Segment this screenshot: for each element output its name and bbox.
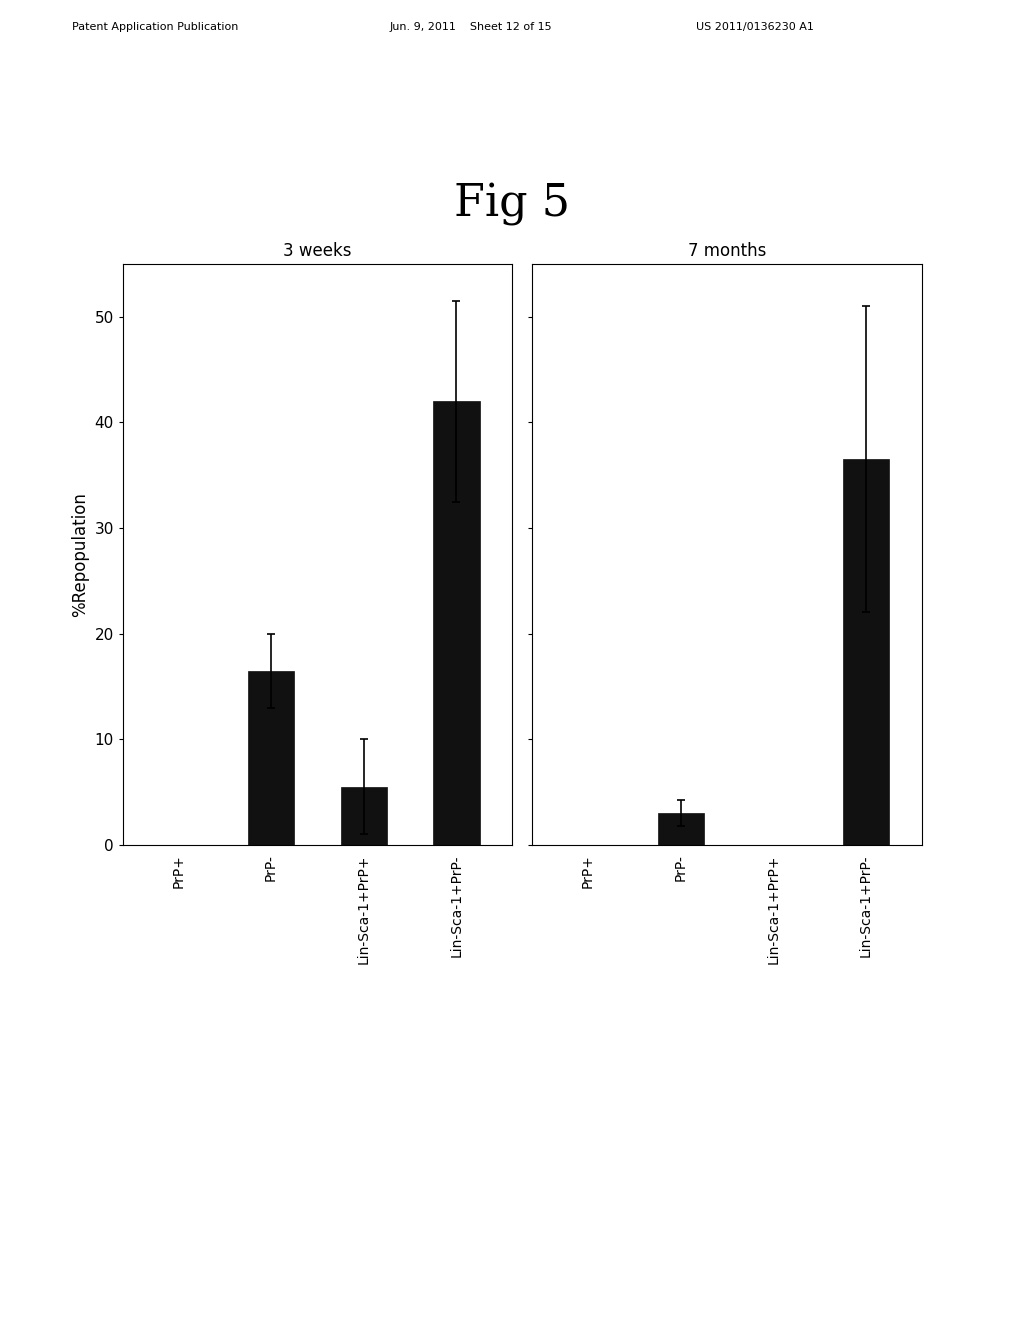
Bar: [433, 401, 479, 845]
Title: 7 months: 7 months: [688, 242, 766, 260]
Text: Fig 5: Fig 5: [454, 183, 570, 226]
Text: US 2011/0136230 A1: US 2011/0136230 A1: [696, 22, 814, 33]
Bar: [657, 813, 703, 845]
Y-axis label: %Repopulation: %Repopulation: [71, 492, 89, 616]
Text: Patent Application Publication: Patent Application Publication: [72, 22, 238, 33]
Bar: [341, 787, 387, 845]
Title: 3 weeks: 3 weeks: [284, 242, 351, 260]
Text: Jun. 9, 2011    Sheet 12 of 15: Jun. 9, 2011 Sheet 12 of 15: [389, 22, 552, 33]
Bar: [248, 671, 294, 845]
Bar: [843, 459, 889, 845]
